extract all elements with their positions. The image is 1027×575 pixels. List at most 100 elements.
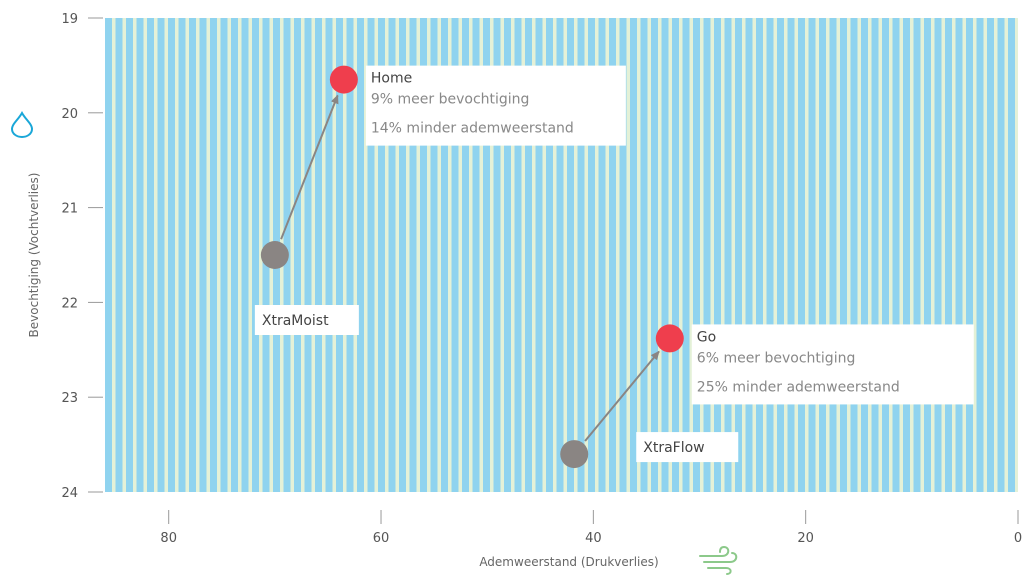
droplet-icon: [10, 110, 34, 139]
x-tick-label: 60: [373, 531, 390, 546]
label-name-xtraflow: XtraFlow: [643, 440, 704, 456]
stripe: [724, 18, 732, 492]
y-tick-label: 20: [61, 107, 78, 122]
stripe: [850, 18, 858, 492]
label-box-home: [365, 65, 626, 146]
stripe: [892, 18, 900, 492]
stripe: [976, 18, 984, 492]
y-tick-label: 21: [61, 202, 78, 217]
stripe: [882, 18, 889, 492]
y-axis-title: Bevochtiging (Vochtverlies): [27, 173, 41, 338]
stripe: [157, 18, 165, 492]
y-tick-label: 24: [61, 486, 78, 501]
y-tick-label: 19: [61, 12, 78, 27]
stripe: [798, 18, 805, 492]
stripe: [472, 18, 480, 492]
stripe: [136, 18, 144, 492]
stripe: [598, 18, 606, 492]
stripe: [913, 18, 921, 492]
stripe: [955, 18, 963, 492]
stripe: [987, 18, 994, 492]
y-tick-label: 23: [61, 391, 78, 406]
stripe: [420, 18, 427, 492]
stripe: [346, 18, 354, 492]
stripe: [441, 18, 448, 492]
stripe: [672, 18, 679, 492]
stripe: [252, 18, 259, 492]
y-axis: 19 20 21 22 23 24: [61, 12, 103, 501]
stripe-pattern: [105, 18, 1015, 492]
x-tick-label: 20: [797, 531, 814, 546]
stripe: [640, 18, 648, 492]
stripe: [745, 18, 753, 492]
stripe: [388, 18, 396, 492]
stripe: [829, 18, 837, 492]
stripe: [409, 18, 417, 492]
stripe: [619, 18, 627, 492]
stripe: [336, 18, 343, 492]
stripe: [378, 18, 385, 492]
stripe: [493, 18, 501, 492]
stripe: [304, 18, 312, 492]
stripe: [714, 18, 721, 492]
stripe: [514, 18, 522, 492]
stripe: [945, 18, 952, 492]
stripe: [483, 18, 490, 492]
label-line-1-home: 9% meer bevochtiging: [371, 92, 530, 108]
label-title-go: Go: [697, 329, 716, 345]
stripe: [535, 18, 543, 492]
arrow-xtraflow-to-go: [584, 350, 660, 442]
stripe: [430, 18, 438, 492]
stripe: [105, 18, 112, 492]
stripe: [241, 18, 249, 492]
label-line-1-go: 6% meer bevochtiging: [697, 350, 856, 366]
stripe: [567, 18, 574, 492]
point-xtramoist: [260, 241, 289, 269]
stripe: [451, 18, 459, 492]
stripe: [840, 18, 847, 492]
point-home: [329, 65, 358, 94]
stripe: [504, 18, 511, 492]
stripe: [903, 18, 910, 492]
x-axis-title: Ademweerstand (Drukverlies): [479, 555, 658, 569]
stripe: [703, 18, 711, 492]
x-tick-label: 40: [585, 531, 602, 546]
stripe: [682, 18, 690, 492]
stripe: [199, 18, 207, 492]
stripe: [556, 18, 564, 492]
stripe: [546, 18, 553, 492]
stripe: [756, 18, 763, 492]
stripe: [178, 18, 186, 492]
stripe: [147, 18, 154, 492]
stripe: [399, 18, 406, 492]
stripe: [735, 18, 742, 492]
stripe: [462, 18, 469, 492]
x-tick-label: 80: [160, 531, 177, 546]
label-title-home: Home: [371, 71, 412, 87]
stripe: [966, 18, 973, 492]
stripe: [661, 18, 669, 492]
stripe: [367, 18, 375, 492]
stripe: [777, 18, 784, 492]
x-axis: 80 60 40 20 0: [160, 510, 1022, 546]
stripe: [189, 18, 196, 492]
point-go: [655, 324, 684, 353]
stripe: [294, 18, 301, 492]
stripe: [577, 18, 585, 492]
stripe: [126, 18, 133, 492]
stripe: [210, 18, 217, 492]
data-points: [260, 65, 684, 469]
label-box-xtraflow: [636, 432, 739, 463]
stripe: [609, 18, 616, 492]
stripe: [808, 18, 816, 492]
stripe: [630, 18, 637, 492]
stripe: [997, 18, 1005, 492]
stripe: [651, 18, 658, 492]
stripe: [115, 18, 123, 492]
stripe: [934, 18, 942, 492]
wind-icon: [699, 545, 738, 575]
stripe: [357, 18, 364, 492]
label-line-2-go: 25% minder ademweerstand: [697, 379, 900, 395]
stripe: [766, 18, 774, 492]
